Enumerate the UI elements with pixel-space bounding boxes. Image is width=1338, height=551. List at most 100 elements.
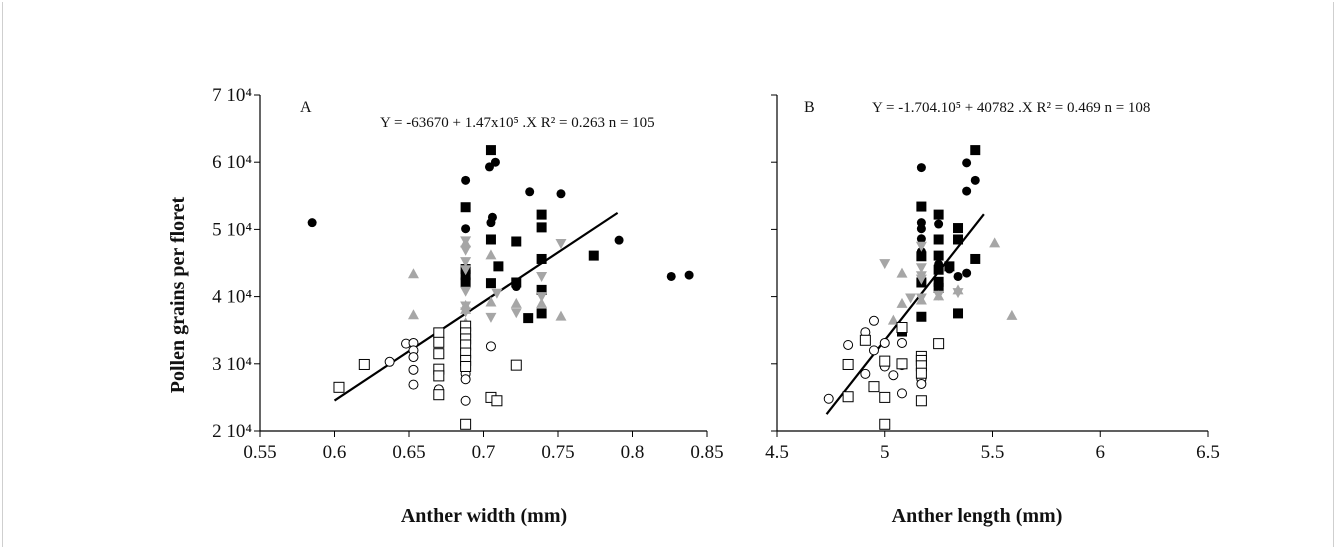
panel-a-point-gray-down-triangle bbox=[555, 239, 567, 250]
panel-b-point-gray-down-triangle bbox=[915, 274, 927, 285]
panel-a-point-open-square bbox=[510, 359, 522, 371]
panel-a-point-filled-square bbox=[588, 250, 599, 261]
panel-a-y-tick-label: 6 10⁴ bbox=[212, 152, 252, 173]
panel-a-y-tick-label: 7 10⁴ bbox=[212, 85, 252, 106]
panel-a-point-gray-down-triangle bbox=[460, 245, 472, 256]
panel-b-point-open-circle bbox=[888, 370, 899, 381]
panel-b-point-filled-square bbox=[933, 209, 944, 220]
panel-a-point-filled-circle bbox=[666, 271, 676, 281]
panel-b-point-filled-square bbox=[916, 201, 927, 212]
panel-a-point-open-circle bbox=[408, 364, 419, 375]
panel-b-point-open-circle bbox=[916, 378, 927, 389]
panel-a-point-filled-circle bbox=[490, 157, 500, 167]
panel-b-point-filled-circle bbox=[916, 224, 926, 234]
panel-a-point-gray-down-triangle bbox=[491, 288, 503, 299]
panel-b-point-gray-down-triangle bbox=[905, 293, 917, 304]
panel-a-point-gray-down-triangle bbox=[485, 312, 497, 323]
panel-a-point-gray-down-triangle bbox=[460, 286, 472, 297]
panel-a-point-open-square bbox=[433, 389, 445, 401]
panel-b-point-open-square bbox=[915, 367, 927, 379]
panel-a-x-tick-label: 0.55 bbox=[243, 442, 276, 463]
panel-a-point-gray-down-triangle bbox=[460, 301, 472, 312]
panel-a: A Y = -63670 + 1.47x10⁵ .X R² = 0.263 n … bbox=[167, 85, 724, 527]
panel-a-label: A bbox=[300, 99, 312, 116]
panel-b-point-open-square bbox=[933, 338, 945, 350]
panel-b-point-open-circle bbox=[823, 393, 834, 404]
panel-b-x-tick-label: 6 bbox=[1096, 442, 1106, 463]
panel-a-point-gray-down-triangle bbox=[460, 236, 472, 247]
panel-a-x-tick-label: 0.7 bbox=[472, 442, 496, 463]
panel-a-x-tick-label: 0.65 bbox=[392, 442, 425, 463]
panel-b-point-gray-up-triangle bbox=[989, 237, 1001, 248]
panel-a-point-gray-down-triangle bbox=[460, 257, 472, 268]
panel-a-point-gray-down-triangle bbox=[460, 265, 472, 276]
panel-a-point-filled-square bbox=[511, 277, 522, 288]
panel-a-point-filled-circle bbox=[461, 224, 471, 234]
panel-a-point-open-circle bbox=[408, 379, 419, 390]
panel-b-point-open-circle bbox=[879, 337, 890, 348]
panel-b-x-tick-label: 5.5 bbox=[981, 442, 1005, 463]
panel-a-point-open-circle bbox=[485, 341, 496, 352]
panel-b-point-filled-circle bbox=[916, 234, 926, 244]
panel-a-point-filled-square bbox=[460, 277, 471, 288]
panel-a-point-filled-circle bbox=[461, 175, 471, 185]
panel-b-point-filled-square bbox=[933, 264, 944, 275]
panel-a-point-filled-square bbox=[493, 261, 504, 272]
panel-a-x-axis-label: Anther width (mm) bbox=[401, 505, 567, 527]
panel-a-y-tick-label: 2 10⁴ bbox=[212, 421, 252, 442]
panel-a-point-gray-down-triangle bbox=[510, 308, 522, 319]
panel-b-point-filled-circle bbox=[962, 186, 972, 196]
panel-b-x-tick-label: 5 bbox=[880, 442, 890, 463]
panel-a-point-filled-square bbox=[536, 209, 547, 220]
panel-b-point-filled-square bbox=[970, 253, 981, 264]
panel-a-y-tick-label: 4 10⁴ bbox=[212, 287, 252, 308]
panel-a-point-filled-square bbox=[536, 284, 547, 295]
panel-a-point-filled-circle bbox=[307, 218, 317, 228]
panel-b-point-filled-square bbox=[916, 311, 927, 322]
panel-a-point-filled-square bbox=[536, 253, 547, 264]
panel-b: B Y = -1.704.10⁵ + 40782 .X R² = 0.469 n… bbox=[765, 94, 1220, 527]
panel-b-point-gray-up-triangle bbox=[896, 267, 908, 278]
panel-a-point-open-circle bbox=[408, 352, 419, 363]
panel-a-point-open-circle bbox=[384, 356, 395, 367]
panel-b-x-tick-label: 6.5 bbox=[1196, 442, 1220, 463]
panel-b-point-open-square bbox=[915, 395, 927, 407]
panel-a-point-open-square bbox=[433, 348, 445, 360]
panel-b-point-open-square bbox=[896, 322, 908, 334]
panel-a-point-open-square bbox=[433, 370, 445, 382]
panel-b-point-filled-circle bbox=[962, 158, 972, 168]
panel-b-point-open-circle bbox=[843, 339, 854, 350]
panel-a-x-tick-label: 0.75 bbox=[541, 442, 574, 463]
panel-b-point-filled-square bbox=[916, 251, 927, 262]
panel-b-point-open-circle bbox=[868, 345, 879, 356]
panel-b-point-gray-down-triangle bbox=[933, 290, 945, 301]
panel-b-point-filled-circle bbox=[934, 219, 944, 229]
panel-a-y-axis-label: Pollen grains per floret bbox=[167, 196, 189, 393]
panel-a-point-filled-circle bbox=[556, 189, 566, 199]
panel-b-point-filled-square bbox=[933, 282, 944, 293]
panel-a-x-tick-label: 0.85 bbox=[690, 442, 723, 463]
panel-a-point-gray-up-triangle bbox=[510, 297, 522, 308]
panel-a-regression-line bbox=[333, 211, 619, 402]
panel-b-point-gray-down-triangle bbox=[879, 259, 891, 270]
panel-a-point-gray-up-triangle bbox=[536, 297, 548, 308]
panel-a-point-filled-square bbox=[523, 313, 534, 324]
panel-b-point-filled-square bbox=[933, 276, 944, 287]
panel-a-y-tick-label: 3 10⁴ bbox=[212, 354, 252, 375]
panel-b-point-open-circle bbox=[868, 315, 879, 326]
panel-b-x-axis-label: Anther length (mm) bbox=[892, 505, 1063, 527]
panel-a-point-open-square bbox=[491, 395, 503, 407]
panel-a-point-filled-circle bbox=[486, 218, 496, 228]
panel-b-point-filled-square bbox=[953, 234, 964, 245]
panel-b-point-filled-square bbox=[944, 261, 955, 272]
panel-a-point-open-square bbox=[460, 418, 472, 430]
panel-b-point-open-square bbox=[879, 355, 891, 367]
panel-b-point-gray-down-triangle bbox=[915, 241, 927, 252]
panel-b-point-open-circle bbox=[860, 368, 871, 379]
panel-b-point-open-circle bbox=[896, 388, 907, 399]
panel-a-point-open-circle bbox=[460, 395, 471, 406]
panel-b-point-open-square bbox=[842, 391, 854, 403]
panel-a-point-filled-square bbox=[485, 145, 496, 156]
